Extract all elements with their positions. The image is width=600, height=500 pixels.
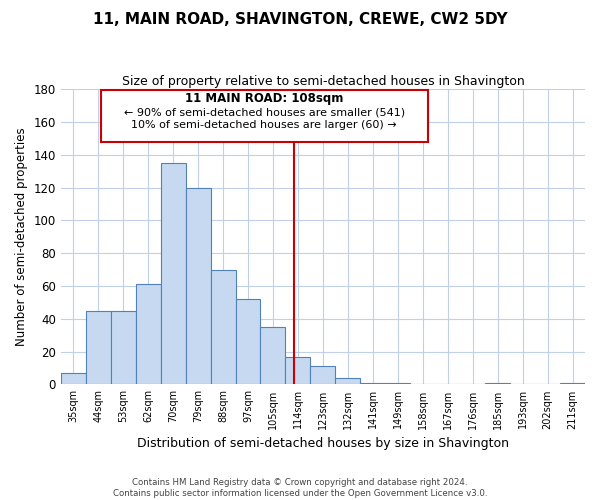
Text: 11 MAIN ROAD: 108sqm: 11 MAIN ROAD: 108sqm: [185, 92, 343, 104]
Bar: [101, 90, 428, 142]
Bar: [385, 383, 410, 384]
Y-axis label: Number of semi-detached properties: Number of semi-detached properties: [15, 128, 28, 346]
Bar: [361, 383, 385, 384]
Bar: [211, 270, 236, 384]
Text: 11, MAIN ROAD, SHAVINGTON, CREWE, CW2 5DY: 11, MAIN ROAD, SHAVINGTON, CREWE, CW2 5D…: [92, 12, 508, 28]
Title: Size of property relative to semi-detached houses in Shavington: Size of property relative to semi-detach…: [122, 75, 524, 88]
X-axis label: Distribution of semi-detached houses by size in Shavington: Distribution of semi-detached houses by …: [137, 437, 509, 450]
Bar: [86, 310, 111, 384]
Bar: [236, 299, 260, 384]
Bar: [61, 373, 86, 384]
Bar: [560, 383, 585, 384]
Bar: [335, 378, 361, 384]
Bar: [185, 188, 211, 384]
Bar: [260, 327, 286, 384]
Bar: [286, 356, 310, 384]
Bar: [310, 366, 335, 384]
Text: Contains HM Land Registry data © Crown copyright and database right 2024.
Contai: Contains HM Land Registry data © Crown c…: [113, 478, 487, 498]
Text: 10% of semi-detached houses are larger (60) →: 10% of semi-detached houses are larger (…: [131, 120, 397, 130]
Bar: [485, 383, 510, 384]
Text: ← 90% of semi-detached houses are smaller (541): ← 90% of semi-detached houses are smalle…: [124, 107, 405, 117]
Bar: [161, 163, 185, 384]
Bar: [136, 284, 161, 384]
Bar: [111, 310, 136, 384]
